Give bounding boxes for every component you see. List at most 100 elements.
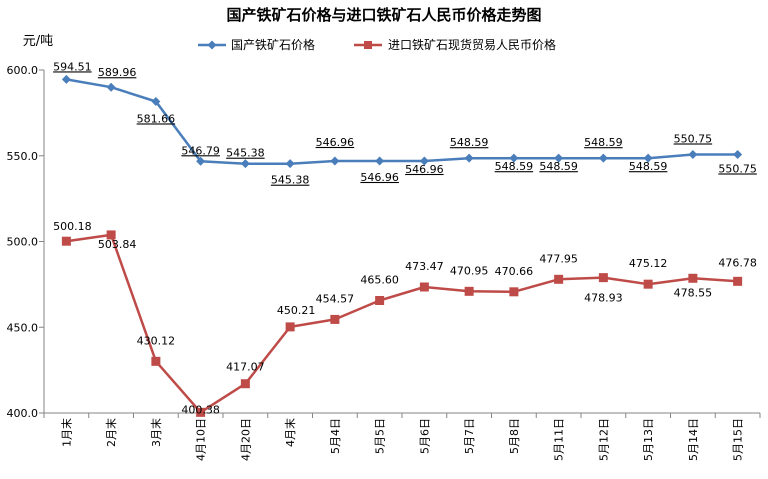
legend: 国产铁矿石价格 进口铁矿石现货贸易人民币价格 [198,37,556,52]
data-label-domestic: 548.59 [584,136,623,149]
data-point-import [106,230,116,240]
data-point-import [419,282,429,292]
data-label-import: 478.93 [584,292,623,305]
data-label-import: 477.95 [539,252,578,265]
data-point-domestic [464,153,474,163]
axes [39,69,761,418]
data-label-import: 475.12 [629,257,668,270]
data-point-domestic [61,74,71,84]
data-label-import: 470.66 [495,265,534,278]
y-tick-label: 400.0 [7,407,39,420]
legend-marker-import [364,41,372,49]
data-label-import: 470.95 [450,264,489,277]
data-label-domestic: 546.96 [405,163,444,176]
data-point-import [61,236,71,246]
x-tick-label: 5月14日 [687,418,700,461]
data-label-domestic: 548.59 [450,136,489,149]
legend-label-domestic: 国产铁矿石价格 [231,37,315,52]
x-tick-label: 5月5日 [374,418,387,454]
data-label-import: 450.21 [277,304,316,317]
legend-marker-domestic [207,40,217,50]
data-point-import [733,276,743,286]
data-label-domestic: 589.96 [98,66,137,79]
data-point-import [285,322,295,332]
data-point-domestic [285,159,295,169]
x-tick-label: 5月8日 [508,418,521,454]
data-labels: 594.51 589.96 581.66 546.79 545.38 545.38 546.… [53,60,757,416]
data-point-domestic [375,156,385,166]
x-tick-label: 4月末 [283,418,297,447]
series-line-import [66,233,738,414]
tick-labels: 400.0 450.0 500.0 550.0 600.0 1月末 2月末 3月末 4月10日 4… [7,64,745,461]
data-point-import [643,279,653,289]
data-point-domestic [106,82,116,92]
data-point-import [509,287,519,297]
data-point-domestic [151,96,161,106]
x-tick-label: 5月15日 [732,418,745,461]
y-unit-label: 元/吨 [23,34,53,49]
x-tick-label: 5月11日 [553,418,566,461]
data-label-import: 417.07 [226,361,265,374]
x-tick-label: 4月10日 [195,418,208,461]
data-label-import: 454.57 [316,292,355,305]
data-label-domestic: 546.96 [360,171,399,184]
data-label-domestic: 546.79 [181,144,220,157]
data-label-import: 473.47 [405,260,444,273]
x-tick-label: 1月末 [59,418,73,447]
x-tick-label: 5月13日 [642,418,655,461]
data-label-import: 500.18 [53,220,92,233]
chart-title: 国产铁矿石价格与进口铁矿石人民币价格走势图 [226,6,541,24]
x-tick-label: 4月20日 [239,418,252,461]
y-tick-label: 600.0 [7,64,39,77]
data-point-domestic [554,153,564,163]
x-tick-label: 5月6日 [418,418,431,454]
data-point-domestic [733,149,743,159]
data-label-import: 400.38 [181,403,220,416]
x-tick-label: 5月12日 [597,418,610,461]
data-label-domestic: 548.59 [629,160,668,173]
data-label-domestic: 548.59 [495,160,534,173]
data-point-domestic [598,153,608,163]
data-label-import: 430.12 [137,334,176,347]
data-label-domestic: 548.59 [539,160,578,173]
data-label-domestic: 545.38 [271,174,310,187]
data-label-import: 476.78 [718,256,757,269]
y-tick-label: 500.0 [7,236,39,249]
data-point-import [688,273,698,283]
data-label-import: 503.84 [98,238,137,251]
data-point-domestic [419,156,429,166]
data-point-domestic [240,159,250,169]
data-label-import: 478.55 [674,286,713,299]
data-label-domestic: 546.96 [316,136,355,149]
data-label-domestic: 581.66 [137,112,176,125]
data-point-import [598,273,608,283]
data-point-import [151,356,161,366]
legend-entry-import: 进口铁矿石现货贸易人民币价格 [354,37,556,52]
data-point-import [464,286,474,296]
data-point-import [196,407,206,417]
y-tick-label: 550.0 [7,150,39,163]
data-point-import [330,314,340,324]
data-label-domestic: 550.75 [674,132,713,145]
data-label-domestic: 545.38 [226,147,265,160]
legend-entry-domestic: 国产铁矿石价格 [198,37,315,52]
data-point-domestic [643,153,653,163]
data-point-domestic [688,149,698,159]
series-line-domestic [66,78,738,165]
x-tick-label: 5月7日 [463,418,476,454]
data-label-domestic: 594.51 [53,60,92,73]
x-tick-label: 2月末 [104,418,118,447]
x-tick-label: 3月末 [149,418,163,447]
data-point-import [375,295,385,305]
y-tick-label: 450.0 [7,321,39,334]
data-label-domestic: 550.75 [718,162,757,175]
legend-label-import: 进口铁矿石现货贸易人民币价格 [388,37,556,52]
data-label-import: 465.60 [360,273,399,286]
data-point-import [240,379,250,389]
data-point-import [554,274,564,284]
data-point-domestic [509,153,519,163]
data-point-domestic [330,156,340,166]
x-tick-label: 5月4日 [329,418,342,454]
data-point-domestic [196,156,206,166]
